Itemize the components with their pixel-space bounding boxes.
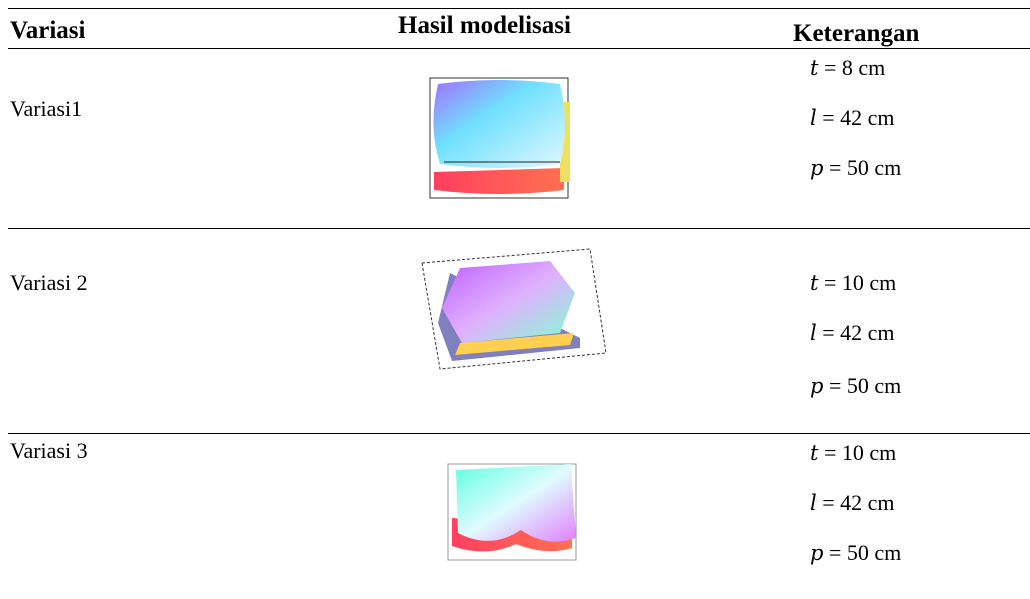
value-text: = 42 cm — [816, 320, 895, 345]
value-text: = 50 cm — [823, 540, 902, 565]
keterangan-item: p = 50 cm — [810, 373, 901, 399]
model-image-3 — [447, 463, 577, 561]
variable: t — [810, 56, 819, 80]
header-rule — [8, 48, 1030, 49]
header-variasi: Variasi — [10, 17, 86, 44]
value-text: = 10 cm — [818, 270, 897, 295]
value-text: = 42 cm — [816, 490, 895, 515]
model-image-2 — [421, 248, 607, 370]
model-image-1 — [429, 77, 570, 199]
variable: p — [810, 541, 824, 565]
keterangan-item: l = 42 cm — [810, 320, 895, 346]
variable: l — [810, 106, 817, 130]
value-text: = 50 cm — [823, 373, 902, 398]
row-rule — [8, 433, 1030, 434]
keterangan-item: t = 10 cm — [810, 440, 896, 466]
keterangan-item: t = 10 cm — [810, 270, 896, 296]
keterangan-item: p = 50 cm — [810, 155, 901, 181]
top-rule — [8, 8, 1030, 9]
keterangan-item: p = 50 cm — [810, 540, 901, 566]
variable: t — [810, 441, 819, 465]
header-hasil: Hasil modelisasi — [398, 12, 571, 39]
row-label: Variasi 3 — [10, 438, 88, 463]
keterangan-item: l = 42 cm — [810, 490, 895, 516]
variable: l — [810, 321, 817, 345]
keterangan-item: t = 8 cm — [810, 55, 885, 81]
value-text: = 10 cm — [818, 440, 897, 465]
keterangan-item: l = 42 cm — [810, 105, 895, 131]
row-label: Variasi1 — [10, 96, 83, 121]
header-keterangan: Keterangan — [793, 20, 920, 47]
row-label: Variasi 2 — [10, 270, 88, 295]
value-text: = 8 cm — [818, 55, 886, 80]
variable: t — [810, 271, 819, 295]
value-text: = 50 cm — [823, 155, 902, 180]
variable: p — [810, 156, 824, 180]
value-text: = 42 cm — [816, 105, 895, 130]
variable: p — [810, 374, 824, 398]
row-rule — [8, 228, 1030, 229]
variable: l — [810, 491, 817, 515]
